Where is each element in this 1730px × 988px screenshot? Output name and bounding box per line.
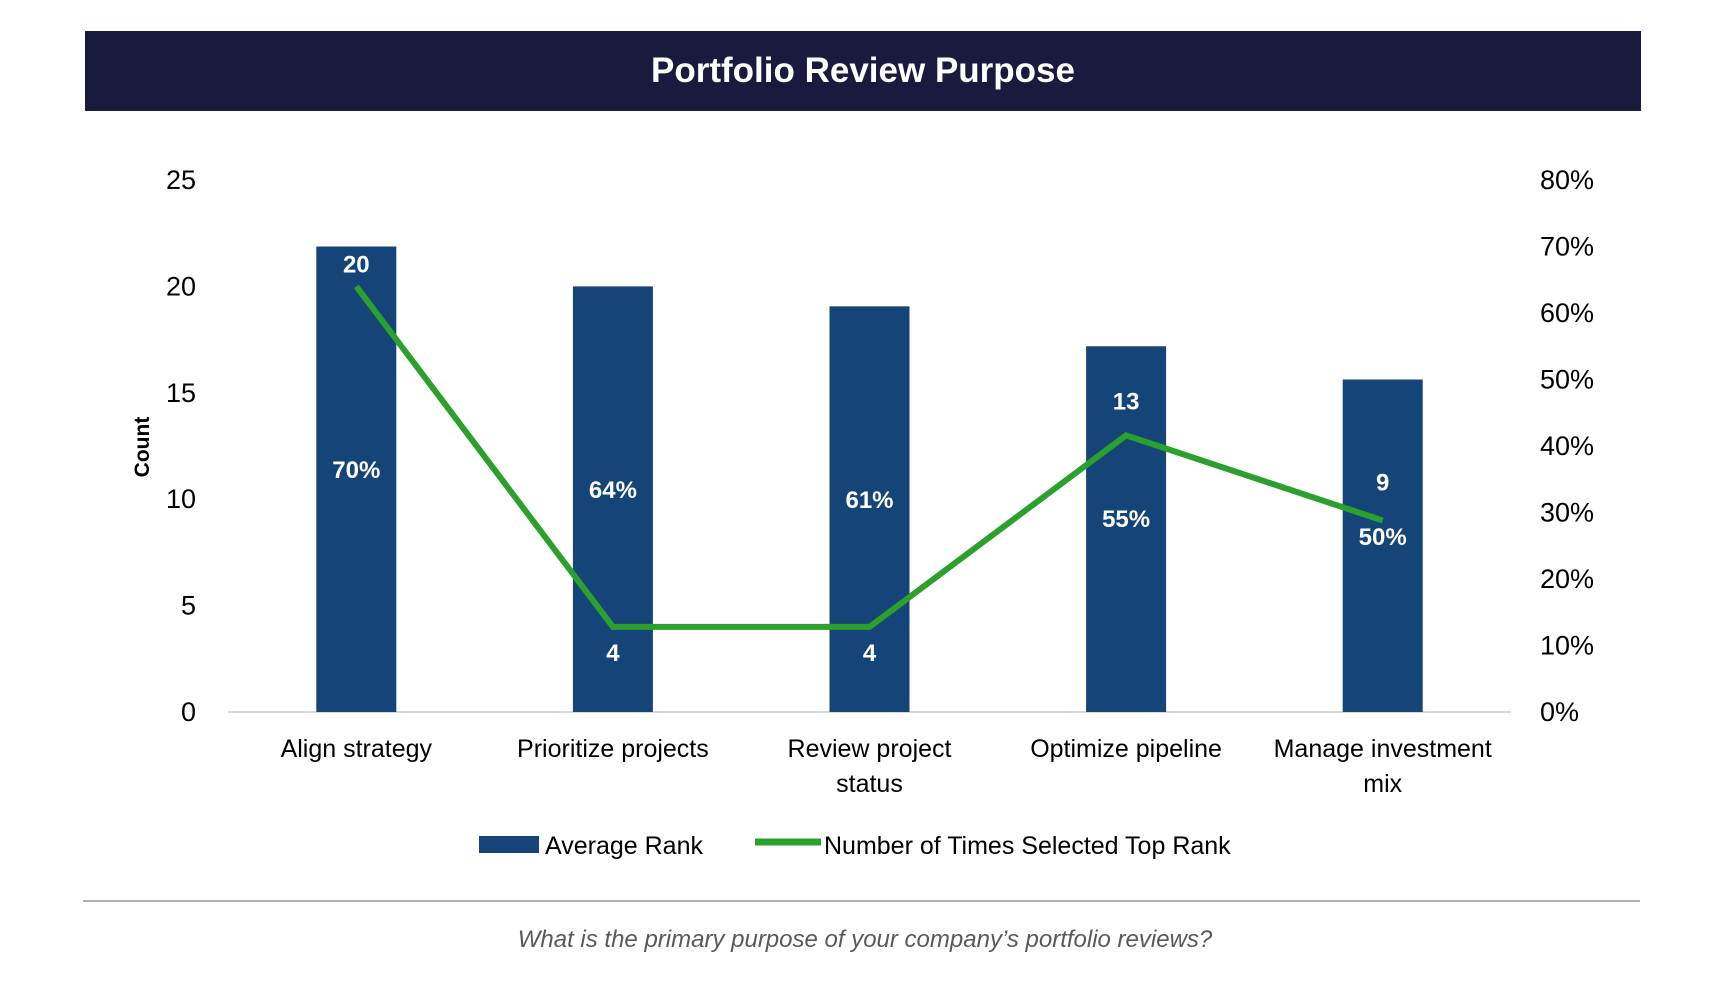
chart-title-banner: Portfolio Review Purpose <box>85 31 1641 111</box>
bar-3 <box>1086 346 1167 712</box>
bar-1 <box>572 286 653 712</box>
y-tick-label: 20 <box>166 271 196 301</box>
y2-tick-label: 40% <box>1540 431 1594 461</box>
bar-data-label: 61% <box>845 487 893 514</box>
y2-tick-label: 70% <box>1540 232 1594 262</box>
y2-tick-label: 60% <box>1540 298 1594 328</box>
y-tick-label: 0 <box>181 697 196 727</box>
y-tick-label: 25 <box>166 165 196 195</box>
y-tick-label: 10 <box>166 484 196 514</box>
line-data-label: 13 <box>1113 388 1140 415</box>
y2-tick-label: 20% <box>1540 564 1594 594</box>
x-tick-label: Optimize pipeline <box>1030 735 1222 763</box>
line-data-label: 4 <box>863 640 877 667</box>
divider <box>83 900 1640 902</box>
bar-data-label: 64% <box>589 477 637 504</box>
y-tick-label: 15 <box>166 378 196 408</box>
line-data-label: 9 <box>1376 469 1389 496</box>
x-tick-label: Prioritize projects <box>517 735 709 763</box>
y2-tick-label: 80% <box>1540 165 1594 195</box>
footnote: What is the primary purpose of your comp… <box>517 926 1213 953</box>
bar-data-label: 50% <box>1359 524 1407 551</box>
y-axis-label: Count <box>131 417 154 478</box>
x-tick-label: Align strategy <box>281 735 433 763</box>
x-tick-label: Review project <box>788 735 952 763</box>
line-data-label: 20 <box>343 251 370 278</box>
legend-swatch-bar <box>479 836 539 853</box>
chart-title: Portfolio Review Purpose <box>651 51 1075 90</box>
y2-tick-label: 0% <box>1540 697 1579 727</box>
y-tick-label: 5 <box>181 591 196 621</box>
x-tick-label: Manage investment <box>1274 735 1492 763</box>
y2-tick-label: 10% <box>1540 631 1594 661</box>
line-data-label: 4 <box>606 640 620 667</box>
legend-label-line: Number of Times Selected Top Rank <box>824 832 1231 860</box>
y2-tick-label: 30% <box>1540 498 1594 528</box>
bar-data-label: 55% <box>1102 506 1150 533</box>
bar-2 <box>829 306 910 712</box>
y2-tick-label: 50% <box>1540 365 1594 395</box>
bar-data-label: 70% <box>332 457 380 484</box>
x-tick-label: mix <box>1363 770 1402 798</box>
x-tick-label: status <box>836 770 903 798</box>
bar-4 <box>1342 379 1423 712</box>
legend-label-bar: Average Rank <box>545 832 703 860</box>
